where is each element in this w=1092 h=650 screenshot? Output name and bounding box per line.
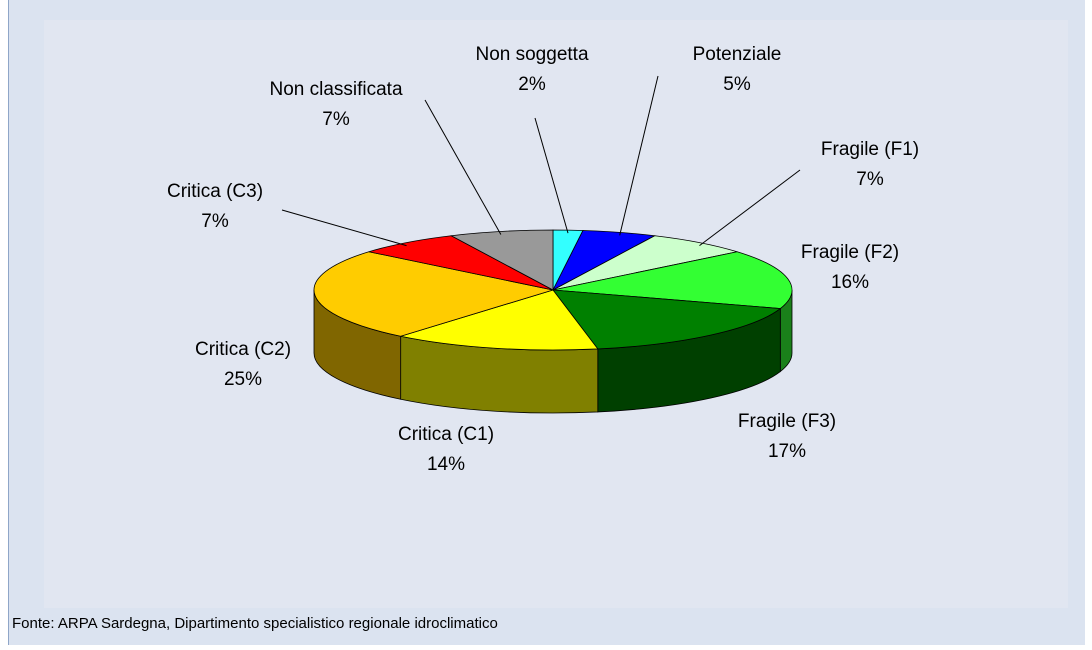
slice bbox=[400, 289, 599, 351]
slice-value-label: 14% bbox=[427, 454, 465, 475]
slice bbox=[552, 251, 793, 309]
slice-value-label: 2% bbox=[518, 74, 546, 95]
leader-line bbox=[619, 75, 659, 236]
slice-label: Potenziale bbox=[693, 44, 782, 65]
slice-label: Fragile (F3) bbox=[738, 411, 836, 432]
slice-label: Critica (C1) bbox=[398, 424, 494, 445]
leader-line bbox=[281, 209, 407, 247]
slice-label: Non classificata bbox=[269, 79, 402, 100]
leader-line bbox=[424, 99, 502, 235]
leader-line bbox=[699, 169, 801, 246]
leader-line bbox=[534, 117, 569, 234]
slice-value-label: 5% bbox=[723, 74, 751, 95]
slice-label: Fragile (F1) bbox=[821, 139, 919, 160]
slice-value-label: 16% bbox=[831, 272, 869, 293]
slice-value-label: 17% bbox=[768, 441, 806, 462]
slice-value-label: 7% bbox=[322, 109, 350, 130]
slice-value-label: 25% bbox=[224, 369, 262, 390]
slice bbox=[368, 235, 554, 291]
slice-value-label: 7% bbox=[201, 211, 229, 232]
slice bbox=[449, 229, 554, 291]
slice bbox=[313, 251, 554, 337]
slice bbox=[552, 235, 738, 291]
slice-value-label: 7% bbox=[856, 169, 884, 190]
slice-label: Fragile (F2) bbox=[801, 242, 899, 263]
slice-label: Non soggetta bbox=[475, 44, 588, 65]
slice-label: Critica (C3) bbox=[167, 181, 263, 202]
slice bbox=[552, 289, 782, 350]
source-note: Fonte: ARPA Sardegna, Dipartimento speci… bbox=[12, 615, 498, 632]
slice-label: Critica (C2) bbox=[195, 339, 291, 360]
